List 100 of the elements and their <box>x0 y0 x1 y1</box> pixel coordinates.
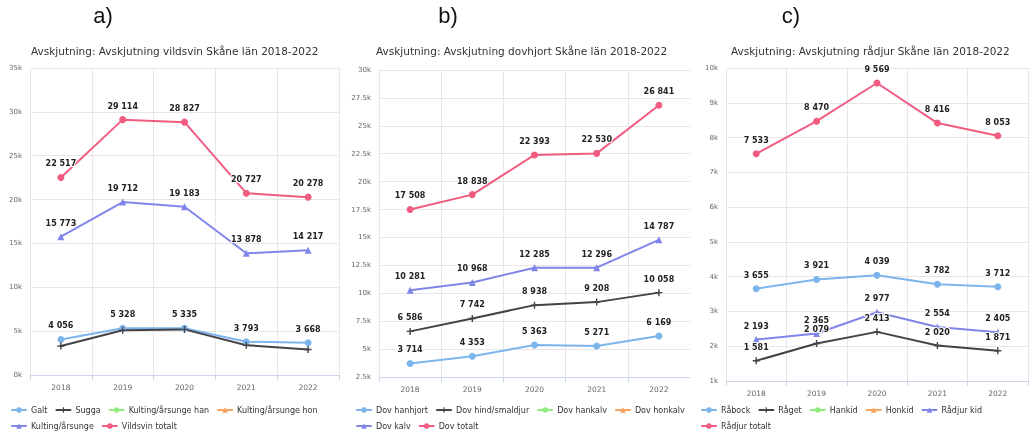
data-label: 4 056 <box>48 321 74 331</box>
point <box>531 301 538 309</box>
legend-label: Kulting/årsunge han <box>128 404 210 415</box>
data-label: 5 363 <box>521 327 548 337</box>
data-label: 3 655 <box>743 270 770 280</box>
data-label: 2 977 <box>864 294 890 304</box>
data-label: 6 169 <box>646 318 672 328</box>
point <box>57 335 65 343</box>
point <box>406 286 414 294</box>
data-label: 2 405 <box>985 314 1011 324</box>
text: b) <box>438 2 458 28</box>
data-label: 20 278 <box>292 179 324 189</box>
point <box>752 285 760 293</box>
point <box>933 119 941 127</box>
point <box>593 342 601 350</box>
data-label: 7 742 <box>459 300 485 310</box>
legend-label: Kulting/årsunge <box>31 420 94 431</box>
data-label: 2 365 <box>804 315 830 325</box>
point <box>406 327 414 335</box>
data-label: 4 039 <box>864 257 890 267</box>
legend-label: Kulting/årsunge hon <box>237 404 318 415</box>
point <box>181 203 188 211</box>
data-label: 5 335 <box>171 310 198 320</box>
data-label: 13 878 <box>230 235 263 245</box>
point <box>57 233 65 241</box>
point <box>468 352 476 360</box>
point <box>242 249 250 257</box>
data-label: 14 217 <box>292 232 324 242</box>
chart-title: Avskjutning: Avskjutning vildsvin Skåne län 2018-2022 <box>31 44 319 57</box>
chart-title: Avskjutning: Avskjutning dovhjort Skåne län 2018-2022 <box>376 44 668 57</box>
point <box>813 117 821 125</box>
data-label: 5 271 <box>584 328 610 338</box>
point <box>531 264 538 272</box>
data-label: 14 787 <box>643 221 675 231</box>
data-label: 4 353 <box>459 338 485 348</box>
point <box>304 346 312 354</box>
data-label: 6 586 <box>397 313 424 323</box>
data-label: 3 782 <box>924 266 950 276</box>
point <box>994 283 1002 291</box>
point <box>119 198 127 206</box>
data-label: 8 938 <box>521 287 548 297</box>
point <box>304 246 312 254</box>
point <box>655 101 663 109</box>
point <box>181 118 188 126</box>
legend-label: Dov totalt <box>438 421 479 431</box>
data-label: 26 841 <box>643 87 675 97</box>
chart-title: Avskjutning: Avskjutning rådjur Skåne län 2018-2022 <box>731 44 1010 57</box>
point <box>57 174 65 181</box>
data-label: 19 712 <box>107 184 139 194</box>
point <box>873 328 881 336</box>
data-label: 10 058 <box>643 274 675 284</box>
data-label: 1 871 <box>985 332 1011 342</box>
data-label: 3 921 <box>804 261 830 271</box>
data-label: 12 285 <box>519 249 551 259</box>
legend-label: Dov kalv <box>376 421 411 431</box>
legend-label: Dov hind/smaldjur <box>455 405 530 415</box>
data-label: 22 517 <box>45 159 77 169</box>
legend-label: Rådjur kid <box>941 404 982 415</box>
data-label: 19 183 <box>169 188 200 198</box>
data-label: 28 827 <box>169 104 200 114</box>
point <box>468 191 476 199</box>
text: c) <box>781 2 801 28</box>
data-label: 2 020 <box>924 327 951 337</box>
legend-label: Dov honkalv <box>634 405 685 415</box>
point <box>406 359 414 367</box>
legend-label: Råget <box>778 404 802 415</box>
legend-label: Dov hankalv <box>557 405 608 415</box>
point <box>873 271 881 279</box>
data-label: 2 413 <box>864 313 890 323</box>
point <box>304 193 312 201</box>
point <box>593 298 601 306</box>
data-label: 8 470 <box>804 103 830 113</box>
data-label: 8 416 <box>924 105 951 115</box>
legend-label: Råbock <box>721 404 751 415</box>
data-label: 2 554 <box>924 308 951 318</box>
data-label: 3 714 <box>397 345 424 355</box>
point <box>531 151 538 159</box>
point <box>468 278 476 286</box>
point <box>655 289 663 297</box>
legend-label: Sugga <box>75 405 101 415</box>
point <box>813 275 821 283</box>
point <box>933 280 941 288</box>
point <box>57 342 65 350</box>
data-label: 2 079 <box>804 325 830 335</box>
data-label: 22 393 <box>519 136 550 146</box>
data-label: 29 114 <box>107 101 139 111</box>
data-label: 17 508 <box>394 191 426 201</box>
legend-label: Galt <box>31 405 48 415</box>
point <box>242 189 250 197</box>
legend-label: Vildsvin totalt <box>121 421 177 431</box>
legend-label: Honkid <box>885 405 914 415</box>
data-label: 3 712 <box>985 268 1011 278</box>
data-label: 3 793 <box>233 323 259 333</box>
data-label: 10 281 <box>394 272 426 282</box>
data-label: 10 968 <box>456 264 489 274</box>
data-label: 5 328 <box>110 310 136 320</box>
legend-label: Dov hanhjort <box>376 405 428 415</box>
point <box>304 339 312 347</box>
point <box>119 116 127 124</box>
point <box>593 149 601 157</box>
